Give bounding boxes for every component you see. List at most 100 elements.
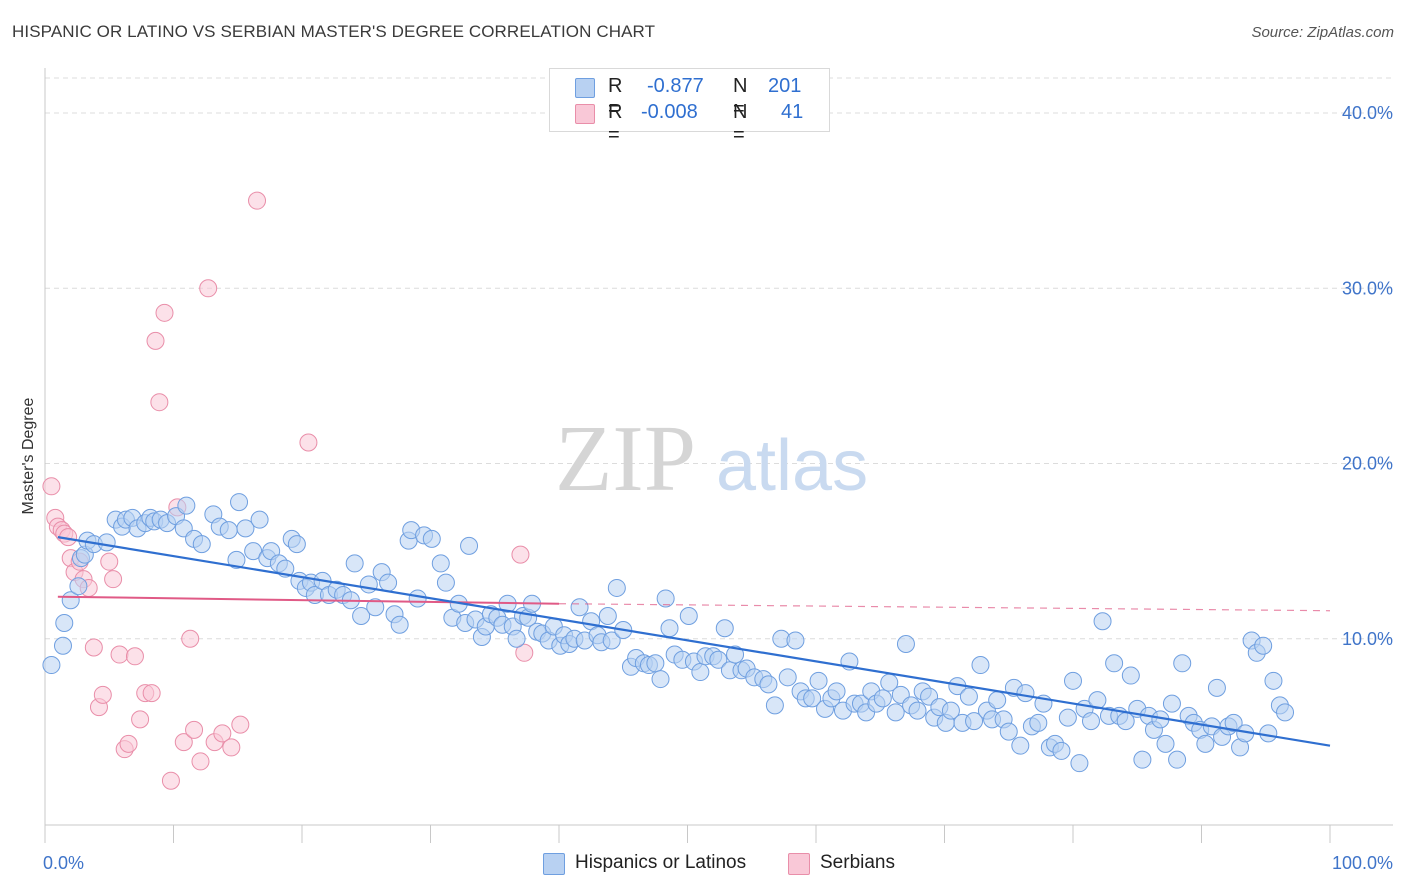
hispanic-point (366, 598, 385, 617)
serbian-point (146, 331, 165, 350)
serbian-point (104, 570, 123, 589)
hispanic-point (345, 554, 364, 573)
hispanic-point (1081, 712, 1100, 731)
hispanic-point (965, 712, 984, 731)
legend-swatch-serbians (788, 853, 810, 875)
hispanic-point (352, 606, 371, 625)
hispanic-trend-line (57, 536, 1331, 747)
serbian-point (231, 715, 250, 734)
x-tick-label: 0.0% (43, 853, 84, 873)
hispanic-point (651, 670, 670, 689)
y-tick-label: 20.0% (1342, 454, 1393, 474)
serbian-point (185, 720, 204, 739)
serbian-trend-extension (558, 603, 1331, 612)
serbian-point (100, 552, 119, 571)
hispanic-point (607, 578, 626, 597)
hispanic-point (778, 668, 797, 687)
hispanic-point (431, 554, 450, 573)
hispanic-point (1207, 678, 1226, 697)
hispanic-point (827, 682, 846, 701)
watermark-atlas: atlas (716, 426, 868, 506)
serbian-point (42, 477, 61, 496)
hispanic-point (436, 573, 455, 592)
hispanic-point (1156, 734, 1175, 753)
hispanic-point (1259, 724, 1278, 743)
hispanic-point (873, 689, 892, 708)
hispanic-point (1162, 694, 1181, 713)
serbian-trend-line (57, 595, 560, 605)
serbian-point (125, 647, 144, 666)
serbian-point (150, 393, 169, 412)
serbian-point (191, 752, 210, 771)
hispanic-point (1011, 736, 1030, 755)
y-tick-label: 10.0% (1342, 629, 1393, 649)
hispanic-point (1196, 734, 1215, 753)
hispanic-point (709, 650, 728, 669)
hispanic-point (1058, 708, 1077, 727)
hispanic-point (460, 536, 479, 555)
serbian-point (131, 710, 150, 729)
hispanic-point (570, 598, 589, 617)
hispanic-point (1029, 713, 1048, 732)
hispanic-point (1093, 612, 1112, 631)
hispanic-point (786, 631, 805, 650)
hispanic-point (971, 656, 990, 675)
hispanic-point (507, 629, 526, 648)
serbian-point (213, 724, 232, 743)
hispanic-point (988, 691, 1007, 710)
serbian-point (199, 279, 218, 298)
serbian-point (222, 738, 241, 757)
hispanic-point (1052, 741, 1071, 760)
hispanic-point (1016, 684, 1035, 703)
hispanic-point (803, 689, 822, 708)
serbian-point (511, 545, 530, 564)
hispanic-point (53, 636, 72, 655)
hispanic-point (656, 589, 675, 608)
r-label: R = (608, 75, 623, 120)
serbians-points (42, 191, 534, 790)
serbian-point (110, 645, 129, 664)
hispanic-point (759, 675, 778, 694)
hispanic-point (1224, 713, 1243, 732)
hispanics-swatch (575, 78, 595, 98)
hispanic-point (765, 696, 784, 715)
hispanic-point (896, 635, 915, 654)
watermark-zip: ZIP (555, 407, 696, 511)
hispanic-point (227, 550, 246, 569)
hispanic-point (230, 493, 249, 512)
hispanic-point (646, 654, 665, 673)
hispanic-point (715, 619, 734, 638)
hispanic-point (598, 606, 617, 625)
hispanic-point (1070, 754, 1089, 773)
r-label: R = (608, 101, 623, 146)
hispanic-point (886, 703, 905, 722)
hispanic-point (97, 533, 116, 552)
n-label: N = (733, 75, 748, 120)
hispanic-point (679, 606, 698, 625)
hispanic-point (55, 613, 74, 632)
hispanic-point (1133, 750, 1152, 769)
hispanic-point (1276, 703, 1295, 722)
stats-legend: R = -0.877 N = 201 R = -0.008 N = 41 (549, 68, 830, 146)
hispanic-point (660, 619, 679, 638)
x-tick-label: 100.0% (1332, 853, 1393, 873)
hispanic-point (1173, 654, 1192, 673)
r-value: -0.008 (641, 101, 698, 123)
legend-swatch-hispanics (543, 853, 565, 875)
serbian-point (142, 684, 161, 703)
serbian-point (93, 685, 112, 704)
y-tick-label: 40.0% (1342, 103, 1393, 123)
y-axis-label: Master's Degree (20, 397, 37, 514)
n-label: N = (733, 101, 748, 146)
hispanic-point (287, 535, 306, 554)
hispanic-point (602, 631, 621, 650)
source-label: Source: ZipAtlas.com (1251, 24, 1394, 41)
hispanic-point (999, 722, 1018, 741)
hispanic-point (42, 656, 61, 675)
hispanic-point (390, 615, 409, 634)
watermark: ZIP atlas (555, 407, 868, 511)
hispanic-point (941, 701, 960, 720)
hispanic-point (1064, 671, 1082, 690)
hispanics-points (42, 493, 1295, 773)
hispanic-point (359, 575, 378, 594)
